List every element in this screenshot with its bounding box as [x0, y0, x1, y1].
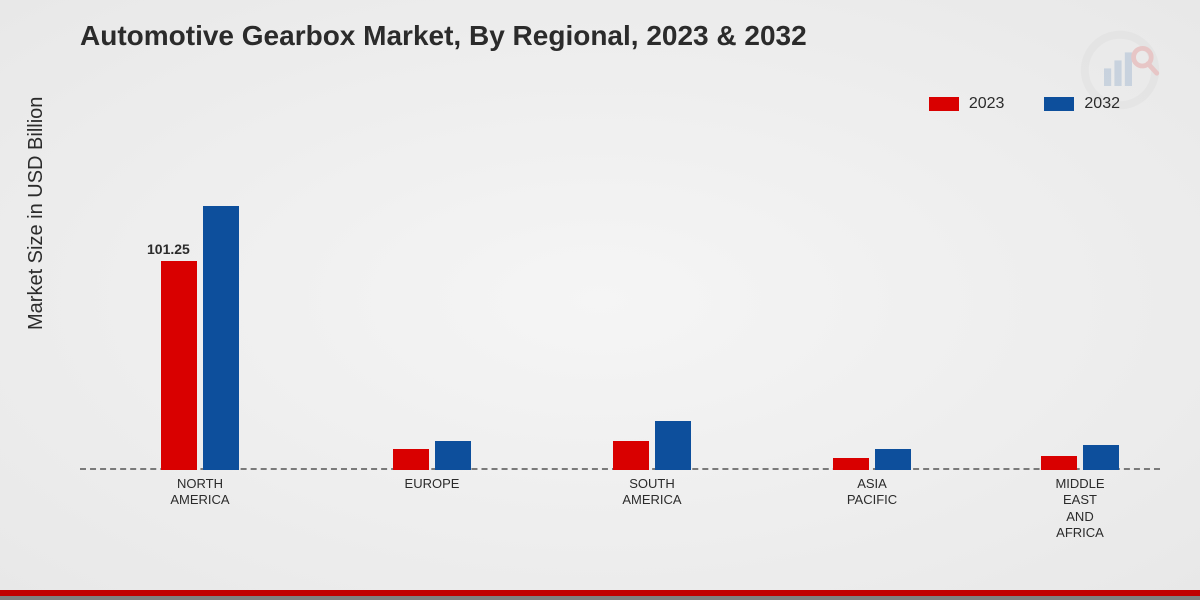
bar-2032	[875, 449, 911, 470]
legend-swatch-2032	[1044, 97, 1074, 111]
chart-title: Automotive Gearbox Market, By Regional, …	[80, 20, 807, 52]
bar-2032	[655, 421, 691, 471]
legend-label-2032: 2032	[1084, 95, 1120, 113]
legend-item-2023: 2023	[929, 95, 1005, 113]
footer-bar	[0, 590, 1200, 600]
bar-2023	[833, 458, 869, 470]
x-axis-category-label: EUROPE	[372, 476, 492, 492]
bar-2023	[613, 441, 649, 470]
bar-group	[613, 421, 691, 471]
bar-group	[1041, 445, 1119, 470]
bar-2032	[1083, 445, 1119, 470]
x-axis-category-label: NORTH AMERICA	[140, 476, 260, 509]
x-axis-category-label: ASIA PACIFIC	[812, 476, 932, 509]
y-axis-label: Market Size in USD Billion	[25, 97, 48, 330]
chart-page: Automotive Gearbox Market, By Regional, …	[0, 0, 1200, 600]
bar-2032	[203, 206, 239, 470]
bar-group	[833, 449, 911, 470]
bar-group: 101.25	[161, 206, 239, 470]
x-axis-category-label: SOUTH AMERICA	[592, 476, 712, 509]
bar-value-label: 101.25	[147, 241, 190, 257]
legend-swatch-2023	[929, 97, 959, 111]
legend-label-2023: 2023	[969, 95, 1005, 113]
bar-2023	[161, 261, 197, 470]
x-axis-category-label: MIDDLE EAST AND AFRICA	[1020, 476, 1140, 541]
plot-area: 101.25	[80, 140, 1160, 470]
bar-2032	[435, 441, 471, 470]
legend-item-2032: 2032	[1044, 95, 1120, 113]
bar-2023	[393, 449, 429, 470]
legend: 2023 2032	[929, 95, 1120, 113]
bar-group	[393, 441, 471, 470]
bar-2023	[1041, 456, 1077, 470]
